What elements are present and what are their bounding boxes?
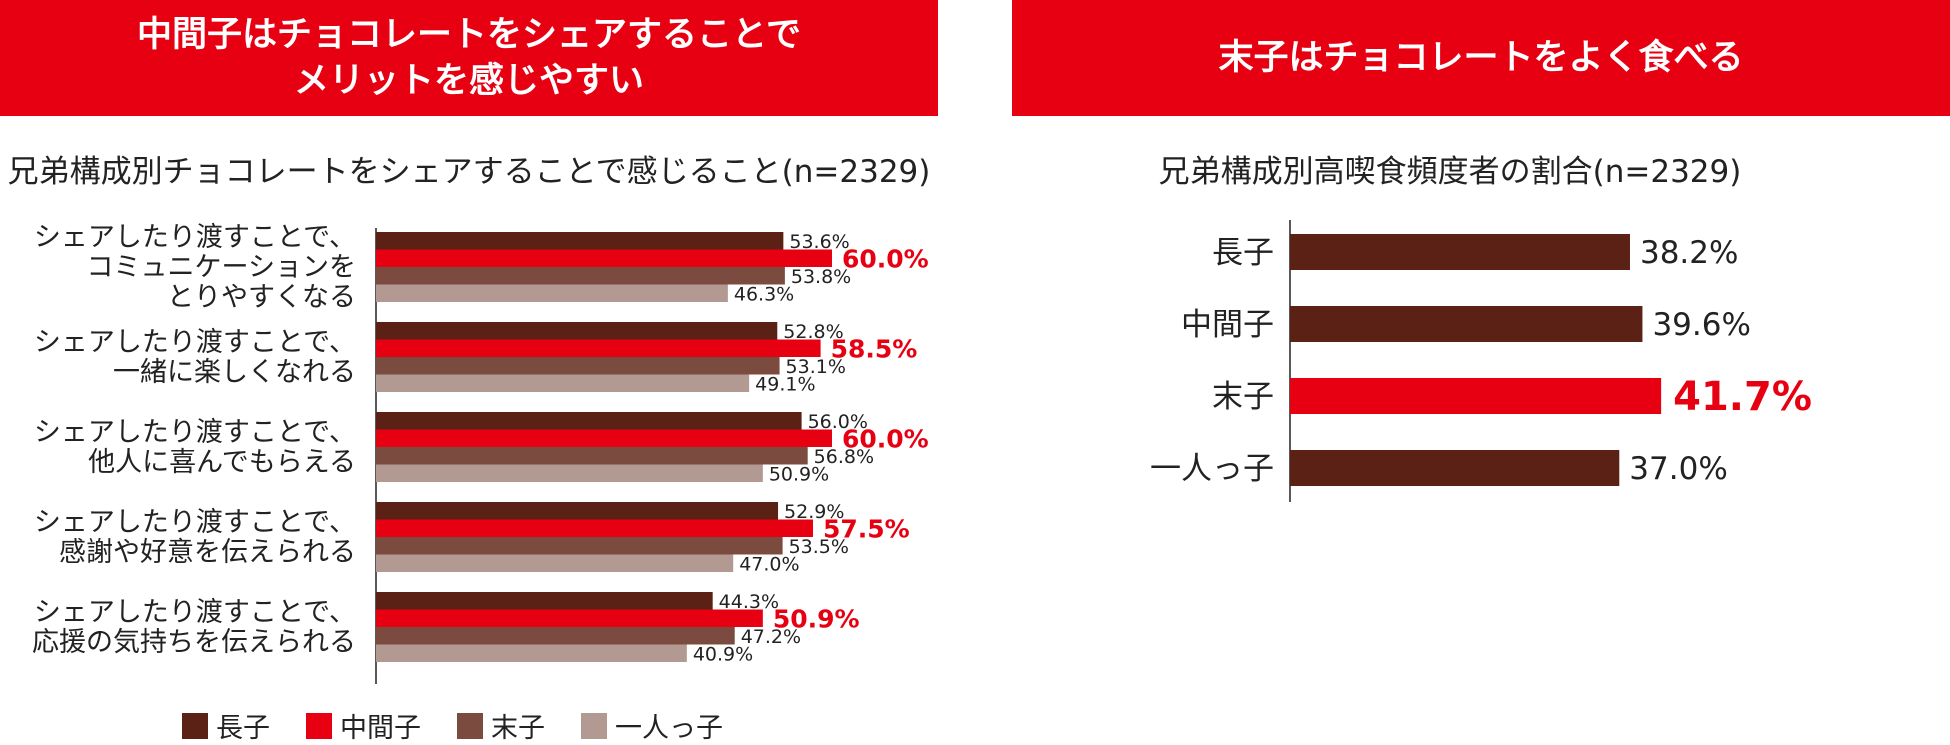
legend-item-一人っ子: 一人っ子 [581, 706, 723, 745]
bar-末子-0 [376, 267, 785, 285]
bar-一人っ子-1 [376, 374, 750, 392]
legend-swatch [182, 712, 208, 739]
right-banner: 末子はチョコレートをよく食べる [1012, 0, 1950, 116]
bar-末子-1 [376, 357, 780, 375]
bar-中間子-0 [376, 249, 832, 267]
value-label-中間子-4: 50.9% [773, 604, 860, 633]
legend-swatch [581, 712, 607, 739]
bar-長子-1 [376, 322, 778, 340]
bar-長子-0 [376, 232, 784, 250]
value-label-長子-4: 44.3% [719, 591, 779, 613]
bar-末子-3 [376, 537, 783, 555]
right-banner-text: 末子はチョコレートをよく食べる [1218, 38, 1744, 78]
legend-item-中間子: 中間子 [306, 706, 421, 745]
category-label-1-1: 一緒に楽しくなれる [113, 357, 356, 388]
bar-末子-2 [376, 447, 808, 465]
value-label-末子-0: 53.8% [791, 266, 851, 288]
legend-label: 一人っ子 [615, 713, 723, 744]
bar-中間子-4 [376, 609, 763, 627]
value-label-長子-3: 52.9% [784, 501, 844, 523]
bar-一人っ子 [1290, 450, 1620, 486]
value-label-一人っ子-4: 40.9% [693, 643, 753, 665]
category-label-2-0: シェアしたり渡すことで、 [34, 417, 356, 448]
category-label-1-0: シェアしたり渡すことで、 [34, 327, 356, 358]
bar-長子-4 [376, 592, 713, 610]
bar-長子 [1290, 234, 1630, 270]
bar-中間子-3 [376, 519, 813, 537]
value-label-長子-0: 53.6% [789, 231, 849, 253]
bar-中間子-2 [376, 429, 832, 447]
left-banner: 中間子はチョコレートをシェアすることで メリットを感じやすい [0, 0, 938, 116]
bar-中間子 [1290, 306, 1643, 342]
legend: 長子 中間子 末子 一人っ子 [182, 706, 723, 745]
value-label-一人っ子-1: 49.1% [755, 373, 815, 395]
left-banner-line2: メリットを感じやすい [293, 61, 644, 101]
left-chart-title: 兄弟構成別チョコレートをシェアすることで感じること(n=2329) [7, 154, 931, 190]
legend-label: 末子 [491, 713, 545, 744]
category-label-4-0: シェアしたり渡すことで、 [34, 597, 356, 628]
bar-長子-3 [376, 502, 779, 520]
value-label-中間子-0: 60.0% [842, 244, 929, 273]
right-chart-title: 兄弟構成別高喫食頻度者の割合(n=2329) [1158, 154, 1742, 190]
bar-一人っ子-3 [376, 554, 734, 572]
value-label-中間子-3: 57.5% [823, 514, 910, 543]
bar-長子-2 [376, 412, 802, 430]
legend-swatch [306, 712, 332, 739]
bar-一人っ子-4 [376, 644, 687, 662]
value-label-末子-4: 47.2% [741, 626, 801, 648]
legend-label: 長子 [216, 713, 270, 744]
legend-swatch [457, 712, 483, 739]
category-label-一人っ子: 一人っ子 [1150, 451, 1274, 487]
value-label-長子: 38.2% [1640, 235, 1738, 271]
legend-label: 中間子 [340, 713, 421, 744]
bar-一人っ子-2 [376, 464, 763, 482]
category-label-長子: 長子 [1212, 235, 1274, 271]
bar-末子 [1290, 378, 1662, 414]
legend-item-長子: 長子 [182, 706, 270, 745]
category-label-2-1: 他人に喜んでもらえる [88, 447, 356, 478]
value-label-末子-1: 53.1% [786, 356, 846, 378]
bar-中間子-1 [376, 339, 821, 357]
value-label-中間子-1: 58.5% [831, 334, 918, 363]
value-label-末子-3: 53.5% [789, 536, 849, 558]
category-label-末子: 末子 [1212, 379, 1274, 415]
value-label-一人っ子-3: 47.0% [739, 553, 799, 575]
value-label-一人っ子: 37.0% [1629, 451, 1727, 487]
category-label-3-0: シェアしたり渡すことで、 [34, 507, 356, 538]
category-label-0-1: コミュニケーションを [87, 252, 356, 283]
bar-一人っ子-0 [376, 284, 728, 302]
category-label-3-1: 感謝や好意を伝えられる [59, 537, 356, 568]
category-label-4-1: 応援の気持ちを伝えられる [32, 627, 356, 658]
value-label-末子-2: 56.8% [814, 446, 874, 468]
value-label-中間子-2: 60.0% [842, 424, 929, 453]
category-label-中間子: 中間子 [1181, 307, 1274, 343]
value-label-長子-1: 52.8% [783, 321, 843, 343]
legend-item-末子: 末子 [457, 706, 545, 745]
category-label-0-0: シェアしたり渡すことで、 [34, 222, 356, 253]
value-label-一人っ子-0: 46.3% [734, 283, 794, 305]
category-label-0-2: とりやすくなる [167, 282, 356, 313]
value-label-一人っ子-2: 50.9% [769, 463, 829, 485]
value-label-中間子: 39.6% [1652, 307, 1750, 343]
value-label-長子-2: 56.0% [808, 411, 868, 433]
bar-末子-4 [376, 627, 735, 645]
left-banner-line1: 中間子はチョコレートをシェアすることで [137, 15, 801, 55]
value-label-末子: 41.7% [1673, 374, 1812, 420]
